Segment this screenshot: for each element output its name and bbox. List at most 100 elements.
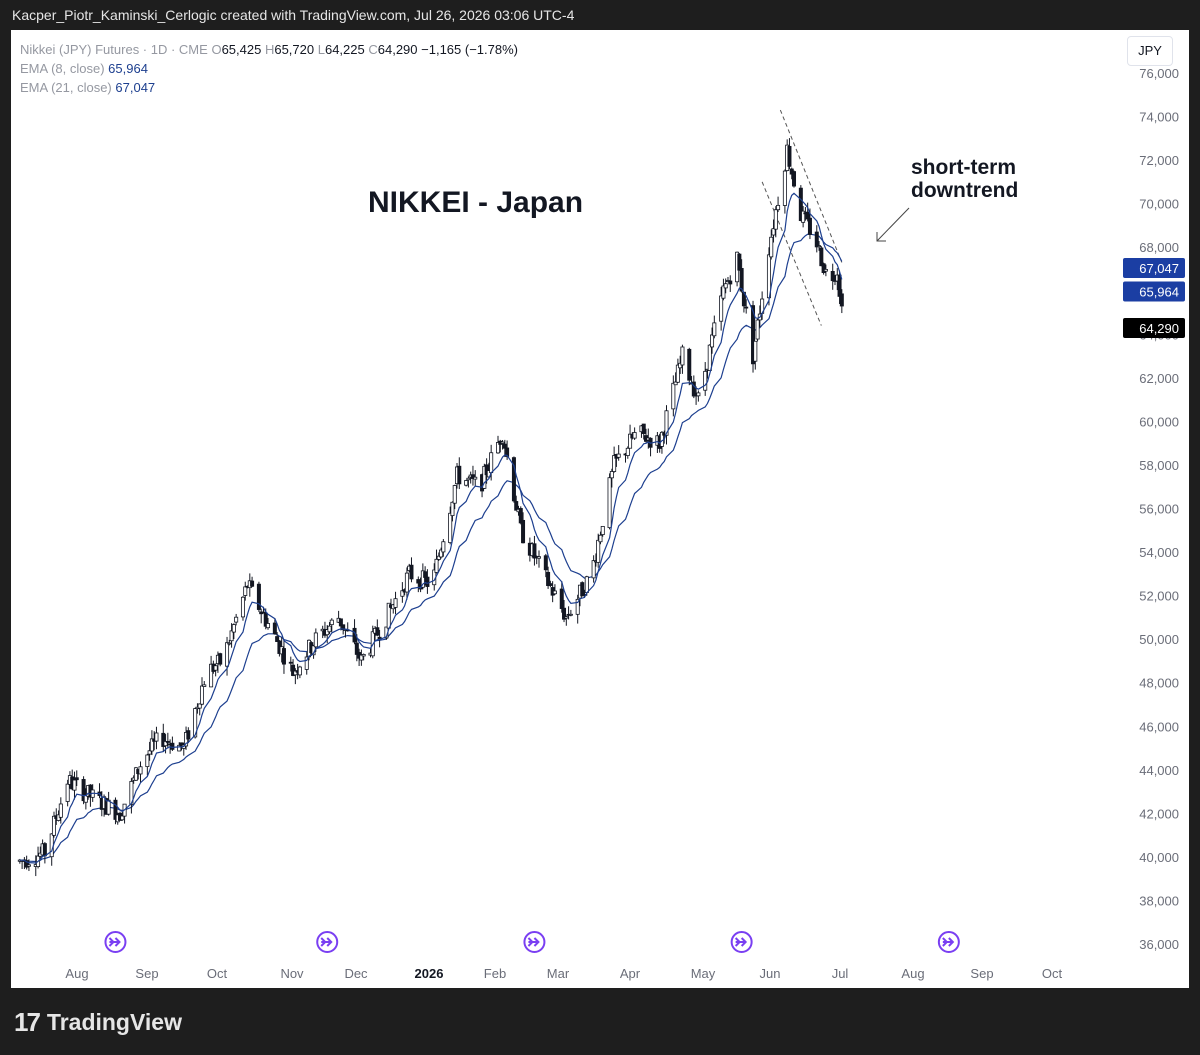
candle-body [234, 616, 239, 623]
legend-ema21-row[interactable]: EMA (21, close) 67,047 [20, 78, 518, 97]
chart-legend: Nikkei (JPY) Futures · 1D · CME O65,425 … [20, 40, 518, 97]
candle-body [600, 525, 605, 535]
legend-symbol: Nikkei (JPY) Futures · 1D · CME [20, 42, 208, 57]
svg-text:67,047: 67,047 [1139, 261, 1179, 276]
candle-body [575, 598, 580, 615]
earnings-event-icon[interactable] [730, 931, 753, 953]
downtrend-upper-line[interactable] [779, 109, 843, 263]
earnings-event-icon[interactable] [523, 931, 546, 953]
candle-body [404, 572, 409, 593]
legend-low-label: L [317, 42, 325, 57]
candle-body [199, 685, 204, 705]
candle-body [673, 381, 678, 386]
candle-body [607, 477, 612, 529]
candle-body [687, 348, 692, 381]
candlestick-chart[interactable]: 76,00074,00072,00070,00068,00066,00064,0… [11, 30, 1189, 988]
candle-body [359, 654, 364, 661]
candle-body [452, 485, 457, 504]
candle-body [263, 612, 268, 627]
downtrend-lower-line[interactable] [761, 181, 822, 326]
candle-body [591, 560, 596, 579]
candle-body [213, 665, 218, 671]
candle-body [675, 364, 680, 383]
candle-body [782, 170, 787, 206]
earnings-event-icon[interactable] [937, 931, 960, 953]
candle-body [482, 465, 487, 489]
candle-body [250, 580, 255, 587]
x-tick-label: Apr [620, 966, 641, 981]
chart-title-annotation: NIKKEI - Japan [368, 186, 584, 219]
candle-body [500, 441, 505, 444]
candle-body [628, 433, 633, 449]
legend-high-value: 65,720 [274, 42, 315, 57]
candle-body [464, 480, 469, 486]
tradingview-branding: 17 TradingView [14, 1005, 182, 1039]
x-tick-label: Sep [135, 966, 158, 981]
candle-body [256, 583, 261, 610]
candle-body [584, 576, 589, 593]
y-tick-label: 36,000 [1139, 937, 1179, 952]
x-tick-label: Sep [970, 966, 993, 981]
candle-body [521, 519, 526, 544]
candle-body [275, 636, 280, 642]
y-tick-label: 42,000 [1139, 806, 1179, 821]
candle-body [42, 843, 47, 857]
x-tick-label: Aug [901, 966, 924, 981]
candle-body [632, 432, 637, 439]
ema21-line [19, 233, 843, 863]
candle-body [466, 477, 471, 481]
candle-body [798, 187, 803, 222]
candle-body [51, 815, 56, 836]
currency-button[interactable]: JPY [1127, 36, 1173, 66]
candle-body [568, 613, 573, 616]
candle-body [739, 268, 744, 292]
candle-body [819, 247, 824, 267]
candle-body [375, 627, 380, 636]
candle-body [129, 781, 134, 805]
candle-body [546, 571, 551, 586]
legend-close-label: C [368, 42, 378, 57]
earnings-event-icon[interactable] [104, 931, 127, 953]
candle-body [562, 607, 567, 620]
candle-body [304, 656, 309, 670]
candle-body [163, 741, 168, 747]
candle-body [170, 742, 175, 750]
y-tick-label: 58,000 [1139, 458, 1179, 473]
candle-body [354, 642, 359, 655]
candle-body [218, 653, 223, 665]
candle-body [425, 576, 430, 587]
candle-body [227, 642, 232, 645]
last-price-tag: 64,290 [1123, 317, 1185, 338]
candle-body [641, 423, 646, 434]
candle-body [511, 457, 516, 502]
y-tick-label: 48,000 [1139, 676, 1179, 691]
candle-body [817, 245, 822, 248]
candle-body [514, 501, 519, 511]
candle-body [154, 732, 159, 742]
candle-body [145, 754, 150, 768]
x-tick-label: Dec [344, 966, 368, 981]
earnings-event-icon[interactable] [316, 931, 339, 953]
candle-body [737, 253, 742, 271]
candle-body [543, 555, 548, 571]
y-tick-label: 62,000 [1139, 371, 1179, 386]
candle-body [559, 588, 564, 609]
y-tick-label: 70,000 [1139, 197, 1179, 212]
legend-ema8-row[interactable]: EMA (8, close) 65,964 [20, 59, 518, 78]
candle-body [837, 274, 842, 297]
candle-body [707, 344, 712, 371]
tradingview-brand: TradingView [46, 1008, 182, 1035]
y-tick-label: 40,000 [1139, 850, 1179, 865]
candle-body [58, 803, 63, 818]
candle-body [434, 558, 439, 573]
candle-body [671, 382, 676, 410]
candle-body [807, 217, 812, 235]
candle-body [721, 285, 726, 299]
candle-body [327, 625, 332, 633]
chart-panel[interactable]: 76,00074,00072,00070,00068,00066,00064,0… [11, 30, 1189, 988]
candle-body [281, 648, 286, 665]
candle-body [552, 590, 557, 595]
candle-body [243, 586, 248, 596]
x-tick-label: Jul [832, 966, 849, 981]
candle-body [680, 346, 685, 366]
